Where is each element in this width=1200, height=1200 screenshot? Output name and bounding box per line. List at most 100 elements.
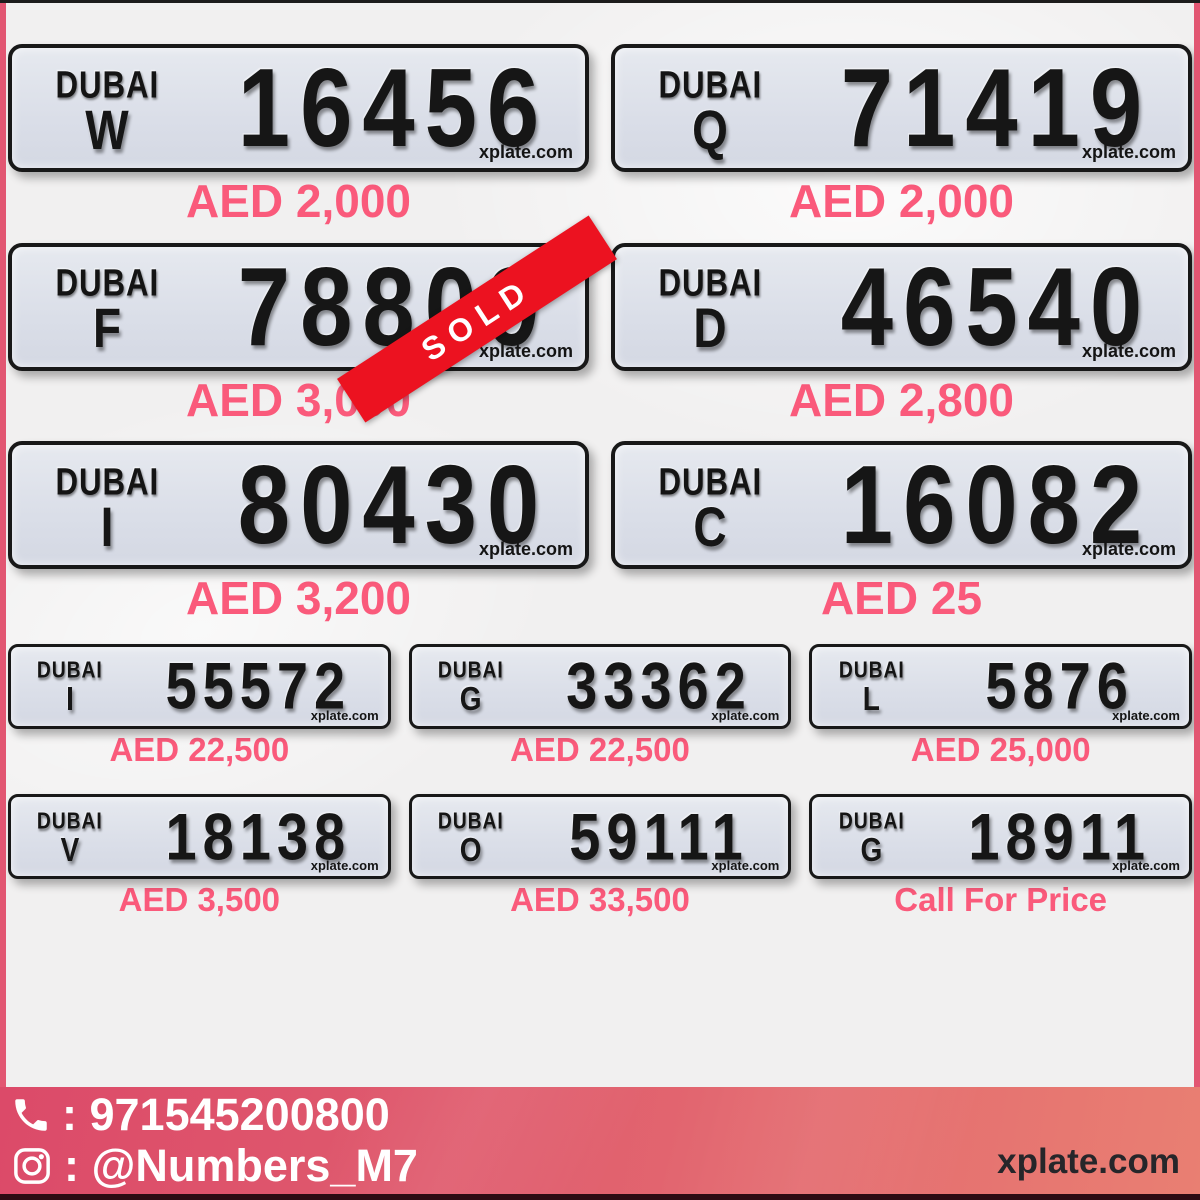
plate-letter-code: C (693, 495, 727, 558)
plate-code-block: DUBAI F (12, 262, 202, 360)
plate-letter-code: F (92, 296, 122, 360)
instagram-line: : @Numbers_M7 (10, 1140, 418, 1191)
plate-code-block: DUBAI W (12, 63, 202, 161)
phone-number: : 971545200800 (62, 1089, 390, 1140)
license-plate: DUBAI C 16082 xplate.com (611, 441, 1192, 570)
plate-listing: DUBAI Q 71419 xplate.com AED 2,000 (611, 44, 1192, 227)
plate-letter-code: D (693, 296, 727, 360)
plate-letter-code: Q (692, 98, 728, 161)
license-plate: DUBAI D 46540 xplate.com (611, 242, 1192, 371)
license-plate: DUBAI G 18911 xplate.com (809, 794, 1192, 880)
plate-number: 16082 (840, 442, 1153, 567)
price-label: AED 2,000 (788, 175, 1014, 227)
plate-code-block: DUBAI I (12, 460, 202, 558)
plate-watermark: xplate.com (478, 340, 573, 361)
plate-number: 18911 (968, 798, 1151, 874)
plate-letter-code: L (862, 680, 880, 718)
plate-listing: DUBAI F 78809 xplate.com SOLD AED 3,000 (8, 215, 617, 426)
instagram-handle: : @Numbers_M7 (64, 1140, 418, 1191)
plate-number: 46540 (840, 244, 1153, 368)
license-plate: DUBAI I 55572 xplate.com (8, 643, 391, 729)
plate-watermark: xplate.com (711, 858, 780, 874)
plate-code-block: DUBAI L (812, 657, 930, 718)
plate-code-block: DUBAI C (615, 460, 805, 558)
license-plate: DUBAI V 18138 xplate.com (8, 794, 391, 880)
price-label: AED 25 (820, 572, 983, 625)
site-name: xplate.com (997, 1142, 1180, 1181)
phone-icon (10, 1094, 52, 1136)
license-plate: DUBAI G 33362 xplate.com (408, 643, 792, 729)
plate-listing: DUBAI W 16456 xplate.com AED 2,000 (8, 44, 589, 227)
license-plate: DUBAI F 78809 xplate.com SOLD (8, 215, 617, 423)
price-label: Call For Price (894, 881, 1108, 919)
plate-listing: DUBAI I 80430 xplate.com AED 3,200 (8, 441, 589, 624)
plate-listing: DUBAI I 55572 xplate.com AED 22,500 (8, 643, 391, 768)
small-plate-grid: DUBAI I 55572 xplate.com AED 22,500 DUBA… (8, 643, 1192, 945)
plate-watermark: xplate.com (1112, 707, 1180, 723)
plate-listing: DUBAI D 46540 xplate.com AED 2,800 (611, 242, 1192, 426)
plate-code-block: DUBAI D (615, 262, 805, 360)
left-edge-stripe (0, 0, 6, 1200)
plate-code-block: DUBAI O (412, 808, 530, 868)
instagram-icon (10, 1144, 54, 1188)
plate-listing: DUBAI O 59111 xplate.com AED 33,500 (408, 794, 792, 919)
plate-number: 18138 (165, 798, 352, 874)
price-label: AED 22,500 (109, 730, 290, 768)
plate-letter-code: G (860, 830, 883, 868)
plate-watermark: xplate.com (310, 858, 379, 874)
plate-watermark: xplate.com (1081, 340, 1176, 361)
plate-watermark: xplate.com (478, 142, 573, 162)
plate-number: 71419 (840, 45, 1153, 170)
license-plate: DUBAI I 80430 xplate.com (8, 441, 589, 570)
plate-watermark: xplate.com (1112, 858, 1180, 874)
dubai-logo: DUBAI (838, 657, 905, 684)
plate-listing: DUBAI V 18138 xplate.com AED 3,500 (8, 794, 391, 918)
plate-number: 59111 (569, 798, 749, 874)
license-plate: DUBAI L 5876 xplate.com (809, 643, 1192, 729)
plate-number: 16456 (237, 45, 550, 170)
license-plate: DUBAI Q 71419 xplate.com (611, 44, 1192, 172)
plate-number: 5876 (985, 648, 1134, 723)
plate-watermark: xplate.com (711, 707, 780, 723)
plate-watermark: xplate.com (1081, 539, 1176, 560)
plate-letter-code: O (459, 830, 482, 868)
license-plate: DUBAI W 16456 xplate.com (8, 44, 589, 172)
contact-info: : 971545200800 : @Numbers_M7 (10, 1089, 418, 1191)
price-label: AED 3,500 (118, 881, 281, 919)
price-label: AED 2,000 (185, 175, 411, 227)
plate-code-block: DUBAI V (11, 808, 129, 868)
plate-code-block: DUBAI G (812, 808, 930, 868)
plate-listing: DUBAI L 5876 xplate.com AED 25,000 (809, 643, 1192, 768)
plate-code-block: DUBAI I (11, 658, 129, 718)
plate-code-block: DUBAI G (412, 658, 530, 718)
price-label: AED 25,000 (910, 730, 1091, 768)
top-edge-line (0, 0, 1200, 3)
plate-number: 55572 (165, 648, 352, 723)
bottom-edge-line (0, 1194, 1200, 1200)
plate-letter-code: I (66, 680, 74, 718)
plate-letter-code: V (60, 830, 80, 868)
right-edge-stripe (1194, 0, 1200, 1200)
price-label: AED 33,500 (510, 881, 690, 919)
price-label: AED 3,200 (185, 572, 411, 625)
dubai-logo: DUBAI (838, 808, 905, 834)
price-label: AED 22,500 (510, 730, 690, 768)
plate-listing: DUBAI G 18911 xplate.com Call For Price (809, 794, 1192, 918)
phone-line: : 971545200800 (10, 1089, 418, 1140)
plate-watermark: xplate.com (478, 539, 573, 560)
large-plate-grid: DUBAI W 16456 xplate.com AED 2,000 DUBAI… (8, 44, 1192, 640)
plate-code-block: DUBAI Q (615, 63, 805, 161)
plate-number: 80430 (237, 442, 550, 567)
price-label: AED 2,800 (788, 373, 1014, 426)
dubai-logo: DUBAI (55, 63, 159, 106)
plate-letter-code: I (100, 495, 114, 558)
plate-number: 33362 (566, 648, 752, 723)
license-plate: DUBAI O 59111 xplate.com (408, 794, 792, 880)
plate-listing: DUBAI C 16082 xplate.com AED 25 (611, 441, 1192, 624)
contact-footer: : 971545200800 : @Numbers_M7 xplate.com (0, 1087, 1200, 1194)
plate-listings: DUBAI W 16456 xplate.com AED 2,000 DUBAI… (8, 44, 1192, 945)
plate-watermark: xplate.com (310, 707, 379, 723)
plate-listing: DUBAI G 33362 xplate.com AED 22,500 (408, 643, 792, 768)
plate-letter-code: G (459, 680, 482, 718)
plate-letter-code: W (85, 98, 129, 161)
